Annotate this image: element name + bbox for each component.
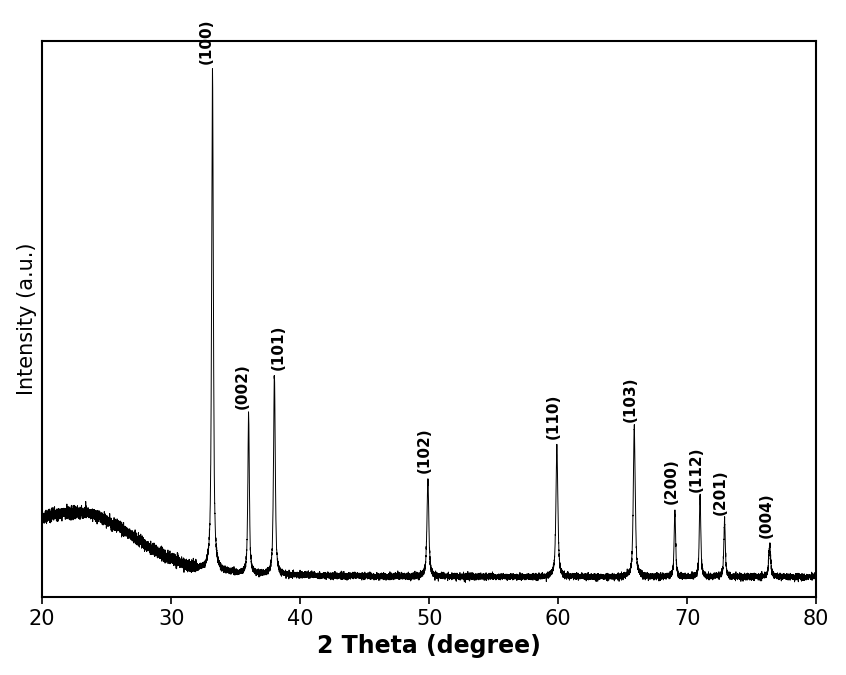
X-axis label: 2 Theta (degree): 2 Theta (degree) xyxy=(317,634,541,658)
Text: (110): (110) xyxy=(546,394,561,439)
Text: (101): (101) xyxy=(271,325,286,370)
Text: (100): (100) xyxy=(199,18,213,63)
Y-axis label: Intensity (a.u.): Intensity (a.u.) xyxy=(17,243,36,395)
Text: (200): (200) xyxy=(663,458,678,504)
Text: (004): (004) xyxy=(758,493,773,539)
Text: (103): (103) xyxy=(623,376,638,422)
Text: (112): (112) xyxy=(689,446,704,491)
Text: (201): (201) xyxy=(713,469,728,514)
Text: (102): (102) xyxy=(416,427,431,473)
Text: (002): (002) xyxy=(234,363,250,408)
